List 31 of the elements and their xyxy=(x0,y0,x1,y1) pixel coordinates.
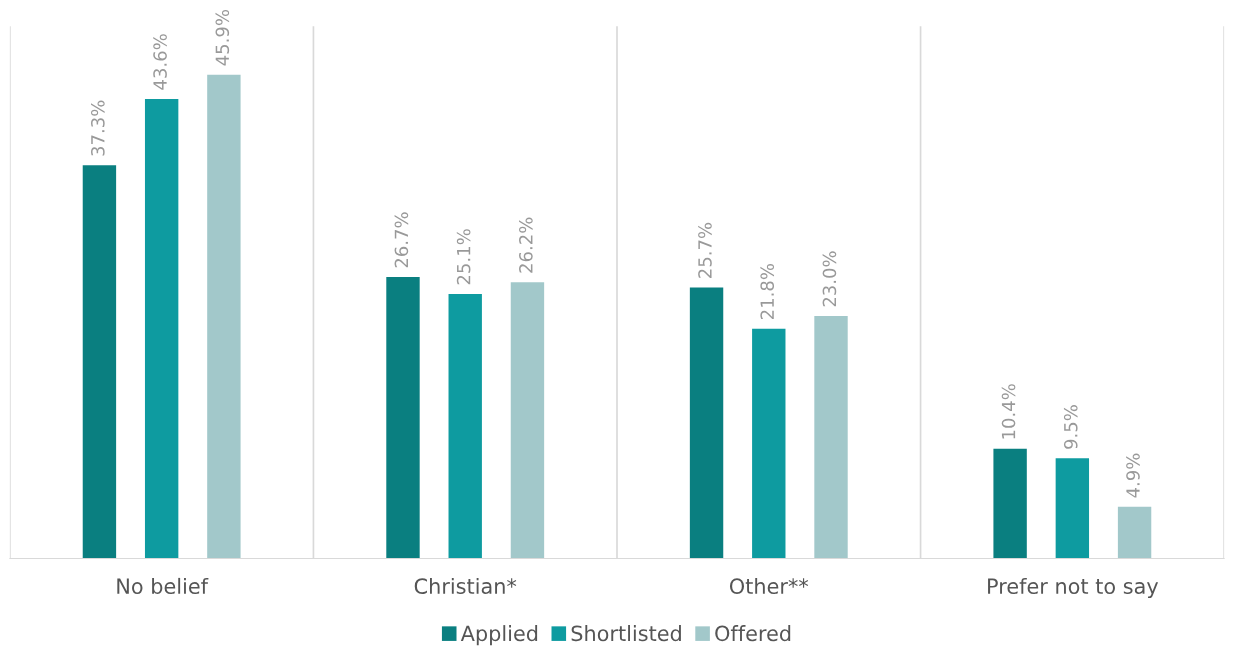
bar xyxy=(752,328,786,559)
data-label: 43.6% xyxy=(153,34,167,90)
bar xyxy=(82,165,117,559)
data-label: 21.8% xyxy=(760,263,775,320)
bar xyxy=(207,74,241,559)
x-tick-label: Other** xyxy=(729,577,809,595)
bar xyxy=(1055,458,1090,559)
bar xyxy=(814,316,848,559)
data-label: 45.9% xyxy=(215,9,230,66)
x-tick-label: No belief xyxy=(117,577,209,595)
legend-label: Offered xyxy=(715,625,791,642)
bar xyxy=(386,277,420,559)
data-label: 37.3% xyxy=(91,100,105,156)
bar xyxy=(510,282,545,559)
legend-label: Applied xyxy=(460,625,538,646)
bar xyxy=(689,287,724,559)
bar xyxy=(144,98,179,559)
legend-label: Shortlisted xyxy=(571,625,681,642)
x-tick-label: Christian* xyxy=(414,577,517,595)
data-label: 4.9% xyxy=(1126,453,1140,498)
data-label: 9.5% xyxy=(1063,405,1078,449)
x-tick-label: Prefer not to say xyxy=(988,577,1159,599)
data-label: 10.4% xyxy=(1001,384,1016,439)
data-label: 25.1% xyxy=(456,229,471,285)
data-label: 25.7% xyxy=(698,222,712,278)
data-label: 26.7% xyxy=(394,212,409,268)
data-label: 26.2% xyxy=(519,217,533,273)
bar xyxy=(993,448,1027,559)
data-label: 23.0% xyxy=(822,251,837,307)
bar xyxy=(1117,506,1152,559)
bar xyxy=(448,293,482,559)
